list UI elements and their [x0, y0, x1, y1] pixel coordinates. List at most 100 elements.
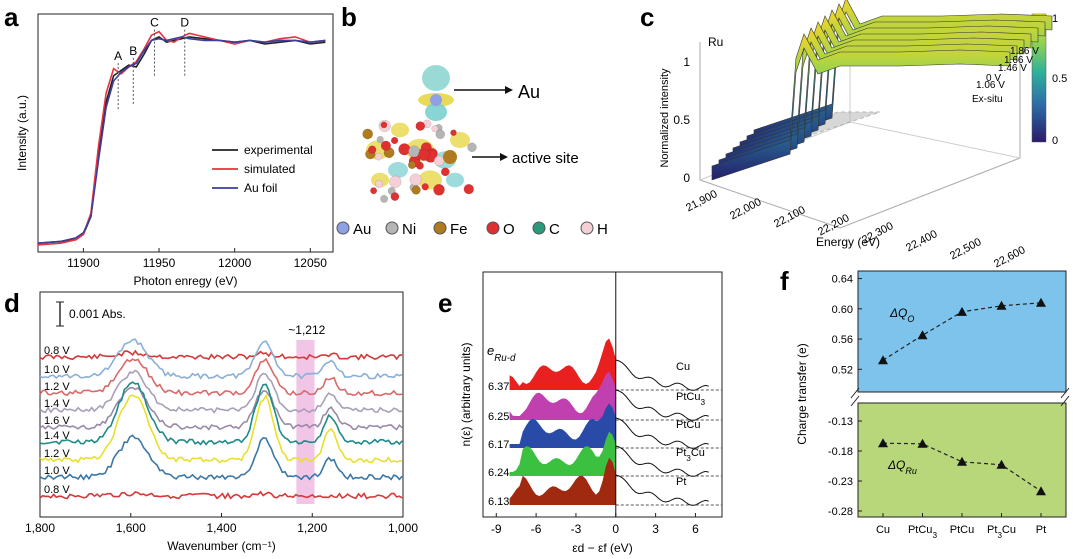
series-label-e: PtCu: [676, 419, 700, 431]
top-frame-f: [857, 270, 1067, 393]
series-label-delta-qru: ΔQRu: [887, 458, 917, 476]
series-label-d: 1.6 V: [44, 415, 70, 427]
feature-label-C: C: [150, 16, 159, 30]
cluster-atom: [407, 160, 417, 169]
y-tick-label-f: 0.52: [832, 364, 853, 376]
x-tick-label-e: 6: [692, 522, 699, 536]
x-tick-label-a: 11900: [67, 256, 100, 270]
series-label-c: 1.86 V: [1010, 46, 1039, 57]
legend-label-ni: Ni: [402, 221, 416, 238]
colorbar-tick-label-c: 0: [1052, 135, 1058, 147]
series-label-d: 1.0 V: [44, 364, 70, 376]
series-label-d: 1.4 V: [44, 430, 70, 442]
cluster-atom: [431, 125, 439, 133]
cluster-atom: [467, 142, 477, 153]
x-tick-label-a: 12000: [218, 256, 252, 270]
fe-atom-active: [443, 150, 457, 164]
axis-break-f: [850, 387, 860, 407]
x-tick-label-e: -3: [571, 522, 582, 536]
x-tick-label-d: 1,600: [116, 521, 146, 535]
value-label-e: 6.24: [488, 467, 509, 479]
data-marker-f-top: [957, 306, 967, 316]
x-tick-label-f: Cu: [876, 524, 890, 536]
spectrum-ribbon-c: [711, 33, 1011, 181]
orbital-lobe: [391, 122, 409, 138]
z-tick-label-c: 0: [683, 171, 690, 185]
x-tick-label-c: 21,900: [684, 188, 719, 214]
legend-label-h: H: [597, 221, 608, 238]
data-marker-f-bottom: [878, 438, 888, 448]
x-axis-label-c: Energy (eV): [816, 235, 880, 249]
au-atom: [430, 94, 442, 106]
series-label-c: 1.46 V: [998, 63, 1027, 74]
y-tick-label-f: 0.60: [832, 304, 853, 316]
legend-label-a: experimental: [244, 143, 313, 157]
y-tick-label-f: -0.13: [828, 416, 853, 428]
legend-label-c: C: [549, 221, 560, 238]
panel-letter-c: c: [640, 2, 654, 32]
plot-frame-d: [39, 291, 404, 518]
series-label-e: Pt3Cu: [676, 447, 705, 463]
x-tick-label-d: 1,400: [206, 521, 236, 535]
dos-fill-1: [509, 371, 616, 420]
spectrum-line-d: [39, 386, 403, 431]
cluster-atom: [380, 121, 388, 129]
cluster-atom: [433, 184, 445, 196]
legend-atom-h: [580, 221, 594, 235]
feature-label-D: D: [180, 16, 189, 30]
series-label-c: 1.66 V: [1004, 55, 1033, 66]
y-tick-label-f: -0.28: [828, 506, 853, 518]
x-tick-label-f: PtCu3: [908, 524, 937, 540]
cluster-atom: [374, 152, 383, 161]
spectrum-line-d: [39, 381, 403, 446]
data-marker-f-bottom: [957, 456, 967, 466]
value-label-e: 6.37: [488, 381, 509, 393]
x-tick-label-f: Pt: [1036, 524, 1046, 536]
orbital-lobe: [425, 103, 447, 121]
cluster-atom: [435, 129, 446, 140]
cluster-atom: [409, 173, 422, 186]
data-marker-f-bottom: [1036, 486, 1046, 496]
cluster-atom: [390, 192, 400, 201]
feature-label-A: A: [114, 49, 122, 63]
axis-break-f: [1060, 387, 1070, 407]
dos-line-4: [615, 474, 709, 507]
panel-c: c Ru 0 0.5 1 Normalized intensity 21,900 22,000…: [640, 0, 1067, 270]
panel-d: d ~1,212 0.001 Abs. 1,800 1,600 1,400 1,200 1,0…: [4, 288, 418, 553]
x-axis-label-d: Wavenumber (cm⁻¹): [167, 539, 276, 553]
orbital-lobe: [388, 162, 408, 178]
dos-fill-0: [509, 338, 616, 390]
x-tick-label-c: 22,600: [992, 244, 1027, 270]
feature-label-B: B: [129, 44, 137, 58]
band-label-d: ~1,212: [288, 323, 325, 337]
legend-atom-c: [532, 221, 546, 235]
panel-a: a 11900 11950 12000 12050 Photon enregy (eV) I…: [4, 2, 334, 288]
cluster-atom: [390, 136, 399, 145]
orbital-lobe: [422, 65, 450, 91]
data-marker-f-top: [917, 330, 928, 340]
data-marker-f-top: [1036, 297, 1046, 307]
dos-fill-2: [509, 403, 616, 448]
z-axis-label-c: Normalized intensity: [659, 68, 671, 168]
x-tick-label-e: 0: [612, 522, 619, 536]
colorbar-c: [1031, 13, 1047, 143]
x-tick-label-c: 22,100: [772, 204, 807, 230]
series-label-d: 0.8 V: [44, 345, 70, 357]
spectrum-line-d: [39, 393, 403, 464]
y-tick-label-f: -0.23: [828, 476, 853, 488]
series-label-d: 1.2 V: [44, 381, 70, 393]
series-line-experimental: [37, 35, 326, 244]
legend-label-a: simulated: [244, 162, 295, 176]
legend-atom-fe: [433, 221, 447, 235]
x-tick-label-f: Pt3Cu: [987, 524, 1016, 540]
series-label-delta-qo: ΔQO: [889, 306, 914, 324]
axes-box-c: [699, 42, 1021, 229]
arrow-head: [500, 153, 508, 161]
cluster-atom: [433, 155, 445, 167]
legend-label-a: Au foil: [244, 181, 277, 195]
cluster-atom: [440, 167, 450, 177]
colorbar-tick-label-c: 1: [1052, 13, 1058, 25]
x-tick-label-c: 22,500: [948, 236, 983, 262]
orbital-lobe: [446, 172, 464, 188]
x-tick-label-d: 1,800: [25, 521, 55, 535]
